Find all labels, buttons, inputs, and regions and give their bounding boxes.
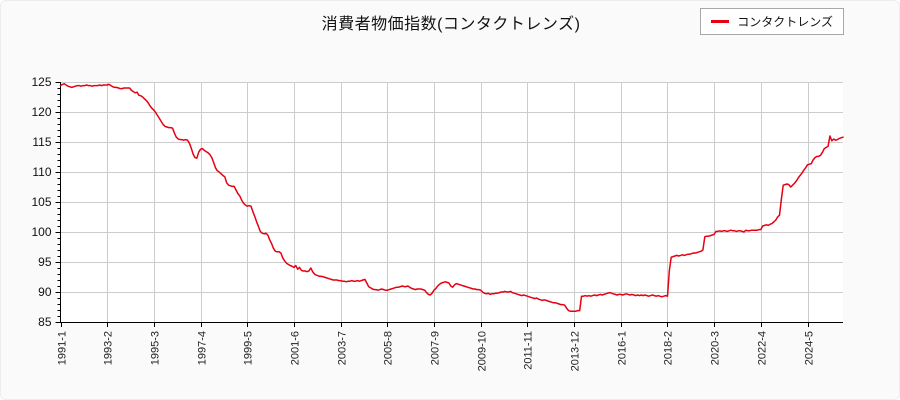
y-tick-label: 105 xyxy=(31,195,51,209)
y-tick-label: 110 xyxy=(32,165,51,179)
y-tick-label: 115 xyxy=(32,135,51,149)
y-tick-label: 120 xyxy=(31,105,51,119)
x-tick-label: 1997-4 xyxy=(197,331,209,365)
axis-labels: 1991-1 1993-2 1995-3 1997-4 1999-5 2001-6 2003… xyxy=(31,75,815,371)
x-tick-label: 1995-3 xyxy=(150,331,162,365)
axes xyxy=(60,82,843,323)
gridlines xyxy=(60,82,843,322)
x-tick-label: 1993-2 xyxy=(103,331,115,365)
x-tick-label: 2005-8 xyxy=(383,331,395,365)
x-tick-label: 2016-1 xyxy=(617,331,629,365)
legend[interactable]: コンタクトレンズ xyxy=(700,8,844,35)
legend-label: コンタクトレンズ xyxy=(737,15,833,29)
y-tick-label: 85 xyxy=(38,315,52,329)
x-tick-label: 2009-10 xyxy=(477,331,489,371)
x-tick-label: 2013-12 xyxy=(570,331,582,371)
x-tick-label: 2007-9 xyxy=(430,331,442,365)
y-tick-label: 90 xyxy=(38,285,52,299)
chart-title: 消費者物価指数(コンタクトレンズ) xyxy=(321,16,581,33)
legend-line-swatch-icon xyxy=(711,20,730,23)
x-tick-label: 2003-7 xyxy=(337,331,349,365)
x-tick-label: 1991-1 xyxy=(57,331,69,365)
x-tick-label: 2022-4 xyxy=(757,331,769,365)
x-tick-label: 2011-11 xyxy=(523,331,535,370)
x-tick-label: 2020-3 xyxy=(710,331,722,365)
x-tick-label: 2018-2 xyxy=(663,331,675,365)
cpi-series-line xyxy=(59,83,844,312)
y-tick-label: 100 xyxy=(31,225,51,239)
x-tick-label: 1999-5 xyxy=(243,331,255,365)
y-tick-label: 125 xyxy=(31,75,51,89)
y-tick-label: 95 xyxy=(38,255,52,269)
x-tick-label: 2024-5 xyxy=(804,331,816,365)
x-tick-label: 2001-6 xyxy=(290,331,302,365)
